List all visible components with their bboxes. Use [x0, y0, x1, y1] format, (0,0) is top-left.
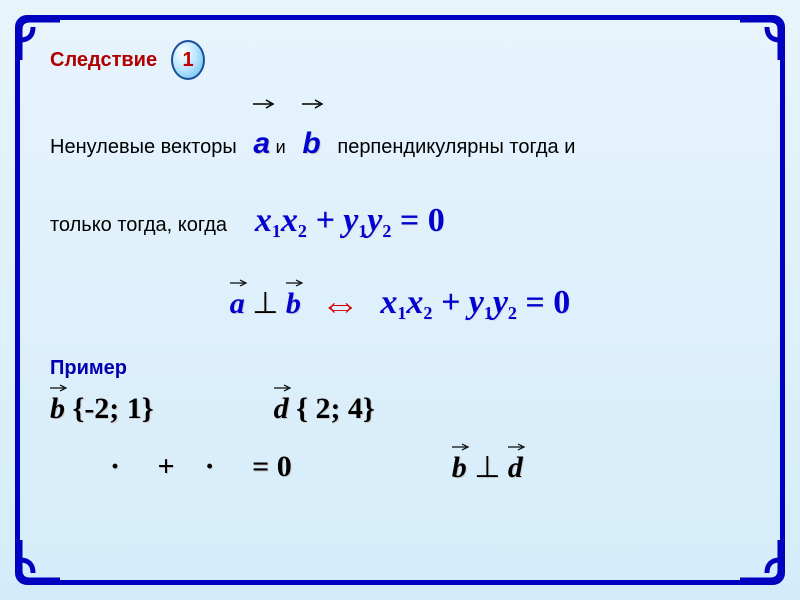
perp-symbol: ⊥: [252, 287, 278, 320]
b-coords: {-2; 1}: [65, 392, 154, 425]
eq-zero: = 0: [391, 202, 444, 239]
final-row: · + · = 0 b ⊥ d: [110, 450, 750, 485]
vector-b: b: [302, 108, 320, 180]
vector-a-label: a: [230, 287, 245, 320]
title-row: Следствие 1: [50, 40, 750, 80]
vector-b-final: b: [452, 451, 467, 485]
op-plus: +: [158, 450, 175, 483]
sub-4: 2: [508, 303, 517, 323]
vector-a-small: a: [230, 287, 245, 321]
sub-2: 2: [423, 303, 432, 323]
var-y1: y: [469, 284, 484, 321]
vector-b-label: b: [50, 392, 65, 425]
text-part2: перпендикулярны тогда и: [337, 136, 575, 158]
text-and: и: [276, 137, 286, 157]
vector-a: a: [253, 108, 270, 180]
vector-arrow-icon: [48, 382, 70, 394]
var-x2: x: [281, 202, 298, 239]
vector-arrow-icon: [450, 441, 472, 453]
vector-d-label: d: [274, 392, 289, 425]
vector-d-example: d: [274, 392, 289, 426]
vector-arrow-icon: [228, 277, 250, 289]
iff-line: a ⊥ b ⇔ x1x2 + y1y2 = 0: [50, 280, 750, 327]
vector-d-final: d: [508, 451, 523, 485]
formula-perpendicular: x1x2 + y1y2 = 0: [255, 202, 445, 239]
vector-arrow-icon: [272, 382, 294, 394]
d-coords: { 2; 4}: [289, 392, 375, 425]
examples-row: b {-2; 1} d { 2; 4}: [50, 392, 750, 426]
op-plus: +: [307, 202, 343, 239]
vector-arrow-icon: [300, 98, 326, 110]
var-x1: x: [255, 202, 272, 239]
formula-iff-rhs: x1x2 + y1y2 = 0: [380, 284, 570, 321]
var-x1: x: [380, 284, 397, 321]
vector-arrow-icon: [251, 98, 277, 110]
badge-number: 1: [171, 40, 205, 80]
example-label: Пример: [50, 357, 750, 380]
var-y1: y: [343, 202, 358, 239]
vector-b-label: b: [286, 287, 301, 320]
iff-symbol: ⇔: [320, 280, 360, 327]
var-y2: y: [493, 284, 508, 321]
example-vector-d: d { 2; 4}: [274, 392, 375, 426]
text-part1: Ненулевые векторы: [50, 136, 237, 158]
op-plus: +: [432, 284, 468, 321]
vector-b-small: b: [286, 287, 301, 321]
vector-d-label: d: [508, 451, 523, 484]
perp-symbol: ⊥: [474, 451, 500, 484]
dot-2: ·: [205, 450, 215, 483]
example-vector-b: b {-2; 1}: [50, 392, 154, 426]
sub-3: 1: [358, 221, 367, 241]
dot-1: ·: [110, 450, 120, 483]
eq-zero: = 0: [252, 450, 292, 483]
var-x2: x: [406, 284, 423, 321]
vector-b-label: b: [452, 451, 467, 484]
b-perp-d: b ⊥ d: [452, 450, 523, 485]
eq-zero: = 0: [517, 284, 570, 321]
text-part3: только тогда, когда: [50, 214, 227, 236]
vector-arrow-icon: [284, 277, 306, 289]
corollary-title: Следствие: [50, 49, 157, 72]
vector-arrow-icon: [506, 441, 528, 453]
sub-2: 2: [298, 221, 307, 241]
var-y2: y: [367, 202, 382, 239]
computation: · + · = 0: [110, 450, 292, 484]
statement-paragraph: Ненулевые векторы a и b перпендикулярны …: [50, 108, 750, 262]
sub-1: 1: [397, 303, 406, 323]
sub-1: 1: [272, 221, 281, 241]
sub-3: 1: [484, 303, 493, 323]
a-perp-b: a ⊥ b: [230, 287, 309, 320]
slide-content: Следствие 1 Ненулевые векторы a и b перп…: [50, 30, 750, 570]
vector-a-label: a: [253, 127, 270, 160]
vector-b-label: b: [302, 127, 320, 160]
vector-b-example: b: [50, 392, 65, 426]
